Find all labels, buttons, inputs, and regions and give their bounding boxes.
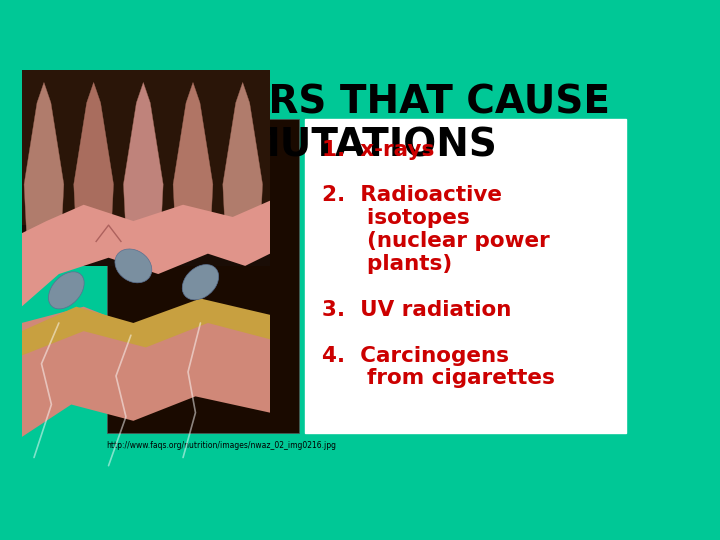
Polygon shape	[22, 299, 270, 355]
FancyBboxPatch shape	[107, 119, 300, 433]
Polygon shape	[22, 201, 270, 307]
Text: http://www.faqs.org/nutrition/images/nwaz_02_img0216.jpg: http://www.faqs.org/nutrition/images/nwa…	[107, 441, 337, 450]
Ellipse shape	[182, 265, 219, 300]
FancyBboxPatch shape	[305, 119, 626, 433]
Ellipse shape	[48, 272, 84, 309]
Polygon shape	[73, 83, 114, 233]
Text: FACTORS THAT CAUSE
MUTATIONS: FACTORS THAT CAUSE MUTATIONS	[128, 84, 610, 164]
Ellipse shape	[115, 249, 152, 283]
Polygon shape	[24, 83, 64, 233]
Polygon shape	[22, 307, 270, 437]
Polygon shape	[22, 70, 270, 225]
Polygon shape	[173, 83, 213, 233]
Text: 1.  x-rays

2.  Radioactive
      isotopes
      (nuclear power
      plants)

3: 1. x-rays 2. Radioactive isotopes (nucle…	[322, 140, 554, 388]
Polygon shape	[22, 70, 270, 266]
Polygon shape	[222, 83, 263, 233]
Polygon shape	[123, 83, 163, 233]
